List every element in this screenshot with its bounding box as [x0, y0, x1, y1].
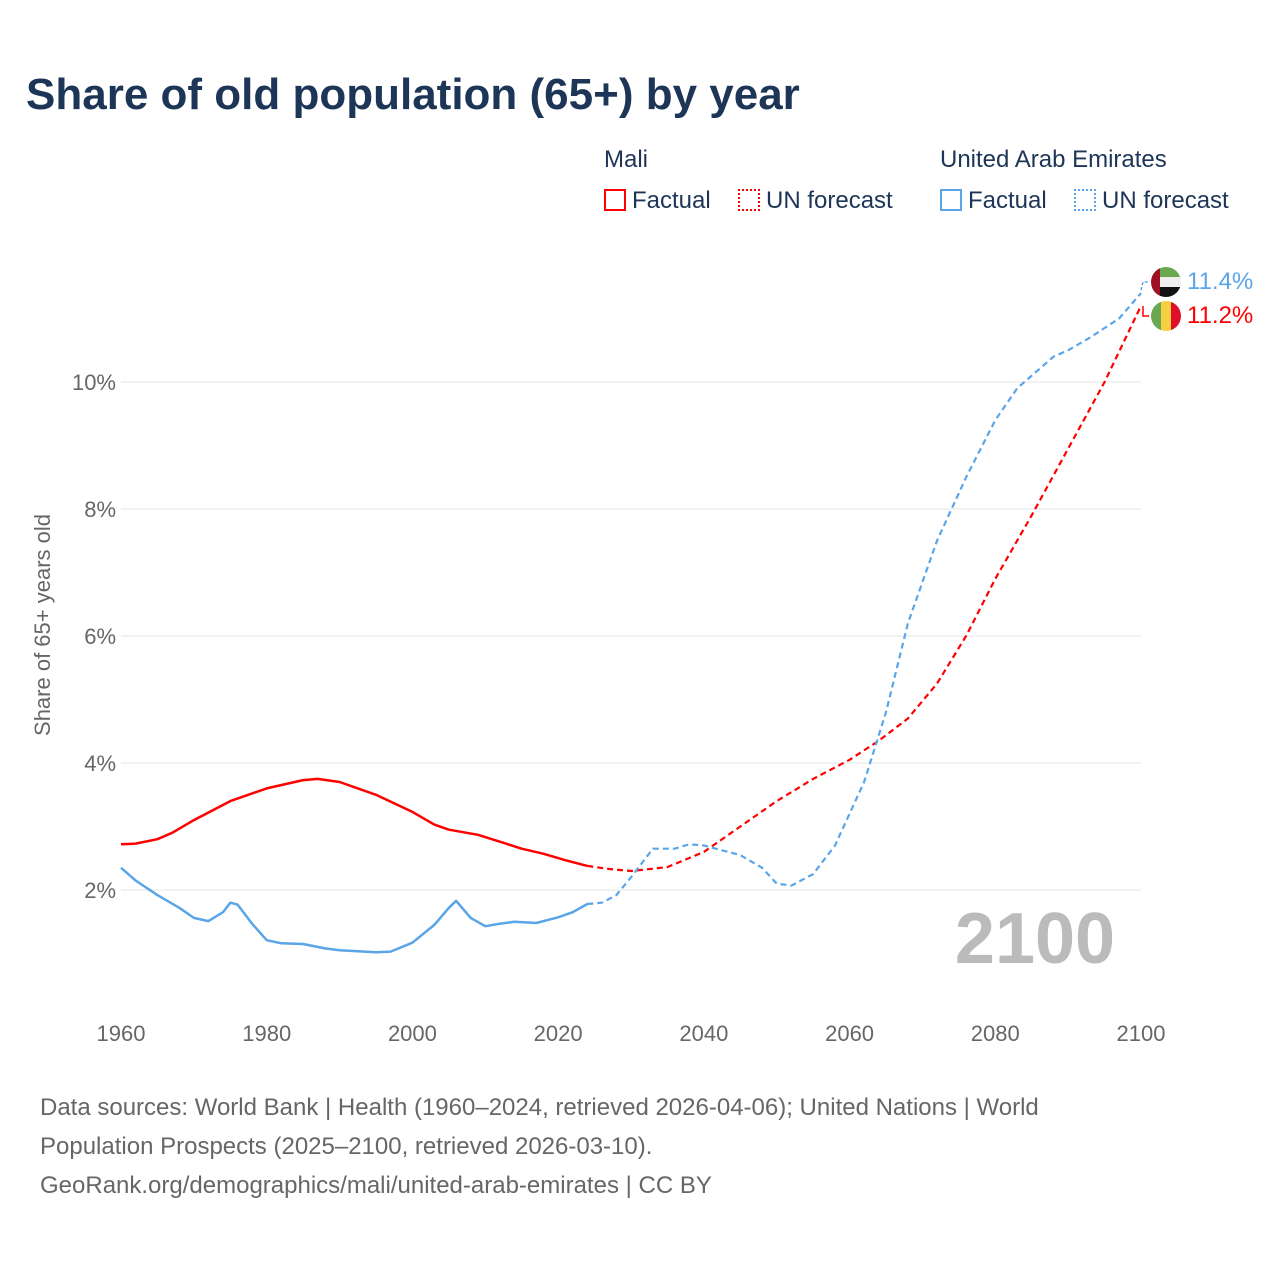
- y-tick-label: 10%: [72, 370, 116, 395]
- uae-flag-icon: [1151, 267, 1181, 297]
- mali-factual-line: [120, 777, 588, 868]
- x-tick-label: 2020: [534, 1021, 583, 1046]
- legend-label: UN forecast: [1102, 187, 1229, 214]
- y-axis-label: Share of 65+ years old: [30, 514, 55, 736]
- legend-mali-forecast[interactable]: UN forecast: [738, 187, 893, 215]
- legend-mali-factual[interactable]: Factual: [604, 187, 711, 215]
- legend-swatch: [940, 189, 962, 211]
- legend-uae-factual[interactable]: Factual: [940, 187, 1047, 215]
- footer-sources: Data sources: World Bank | Health (1960–…: [40, 1088, 1240, 1205]
- legend-label: Factual: [632, 187, 711, 214]
- legend-uae-forecast[interactable]: UN forecast: [1074, 187, 1229, 215]
- uae-end-label: 11.4%: [1187, 268, 1253, 295]
- y-tick-label: 8%: [84, 497, 116, 522]
- x-tick-label: 1980: [242, 1021, 291, 1046]
- mali-flag-icon: [1151, 301, 1181, 331]
- legend-swatch: [1074, 189, 1096, 211]
- legend-label: Factual: [968, 187, 1047, 214]
- uae-factual-line: [120, 866, 588, 954]
- x-tick-label: 2080: [971, 1021, 1020, 1046]
- legend-label: UN forecast: [766, 187, 893, 214]
- x-tick-label: 1960: [97, 1021, 146, 1046]
- footer-line: Population Prospects (2025–2100, retriev…: [40, 1133, 653, 1160]
- legend-mali-title: Mali: [604, 146, 649, 173]
- mali-end-label: 11.2%: [1187, 302, 1253, 329]
- line-chart: 2% 4% 6% 8% 10% 1960 1980 2000 2020 2040 2060 2080 2…: [30, 267, 1253, 1046]
- footer-line: Data sources: World Bank | Health (1960–…: [40, 1094, 1039, 1121]
- x-tick-label: 2100: [1117, 1021, 1166, 1046]
- x-tick-label: 2040: [679, 1021, 728, 1046]
- legend-swatch: [738, 189, 760, 211]
- y-tick-label: 2%: [84, 878, 116, 903]
- x-tick-label: 2000: [388, 1021, 437, 1046]
- legend-uae-title: United Arab Emirates: [940, 146, 1167, 173]
- footer-link[interactable]: GeoRank.org/demographics/mali/united-ara…: [40, 1172, 712, 1199]
- y-tick-label: 6%: [84, 624, 116, 649]
- x-tick-label: 2060: [825, 1021, 874, 1046]
- legend-swatch: [604, 189, 626, 211]
- chart-title: Share of old population (65+) by year: [26, 70, 800, 119]
- y-tick-label: 4%: [84, 751, 116, 776]
- uae-forecast-line: [587, 292, 1142, 906]
- mali-forecast-line: [587, 305, 1142, 873]
- year-watermark: 2100: [955, 899, 1115, 979]
